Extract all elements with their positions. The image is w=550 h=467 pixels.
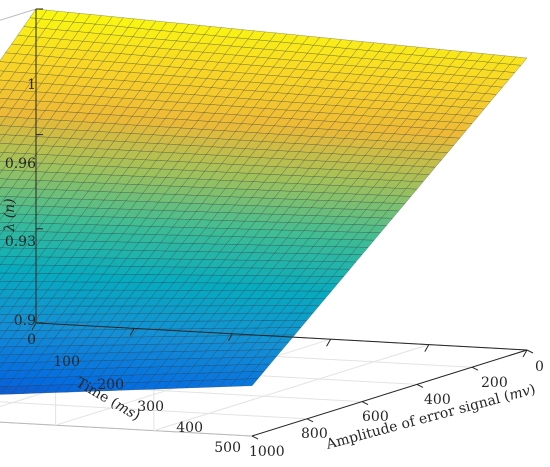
time-axis-line xyxy=(35,322,528,351)
amplitude-tick-label: 1000 xyxy=(249,444,285,460)
time-gridline xyxy=(153,344,429,432)
amplitude-tick xyxy=(251,435,259,440)
time-tick-label: 100 xyxy=(53,354,80,370)
surface-mesh xyxy=(0,8,528,395)
amplitude-tick xyxy=(471,366,479,371)
surface-patch xyxy=(509,56,528,66)
amplitude-tick-label: 800 xyxy=(301,426,328,442)
z-tick-labels: 0.9 0.93 0.96 1 xyxy=(5,77,36,329)
time-tick-labels: 0 100 200 300 400 500 xyxy=(27,332,241,456)
amplitude-tick-label: 200 xyxy=(481,375,508,391)
z-axis-label: λ (n) xyxy=(2,198,18,232)
amplitude-axis-unit: mv xyxy=(507,383,532,404)
amplitude-tick-label: 600 xyxy=(362,409,389,425)
amplitude-tick xyxy=(306,418,314,423)
axis-lines xyxy=(31,8,534,440)
time-tick xyxy=(326,338,332,347)
z-tick-label: 0.93 xyxy=(5,234,36,250)
time-tick-label: 300 xyxy=(137,399,164,415)
amplitude-tick-labels: 0 200 400 600 800 1000 xyxy=(249,359,544,460)
time-tick xyxy=(129,328,135,336)
time-tick xyxy=(227,333,233,342)
time-tick xyxy=(522,349,528,358)
amplitude-tick xyxy=(416,383,424,388)
z-axis-label-text: λ (n) xyxy=(2,198,18,232)
time-tick-label: 0 xyxy=(27,332,36,348)
z-tick-label: 1 xyxy=(27,77,36,93)
amplitude-gridline xyxy=(0,401,308,420)
time-tick-label: 400 xyxy=(176,420,203,436)
z-tick-label: 0.9 xyxy=(14,313,36,329)
amplitude-tick xyxy=(526,349,534,354)
time-tick xyxy=(424,344,430,352)
time-tick xyxy=(31,322,37,331)
time-tick-label: 200 xyxy=(97,377,124,393)
amplitude-tick xyxy=(361,401,369,406)
amplitude-tick-label: 400 xyxy=(424,392,451,408)
z-tick-label: 0.96 xyxy=(5,156,36,172)
amplitude-axis-line xyxy=(251,349,528,437)
amplitude-tick-label: 0 xyxy=(535,359,544,375)
time-tick-label: 500 xyxy=(214,440,241,456)
surface-patch xyxy=(0,322,2,325)
